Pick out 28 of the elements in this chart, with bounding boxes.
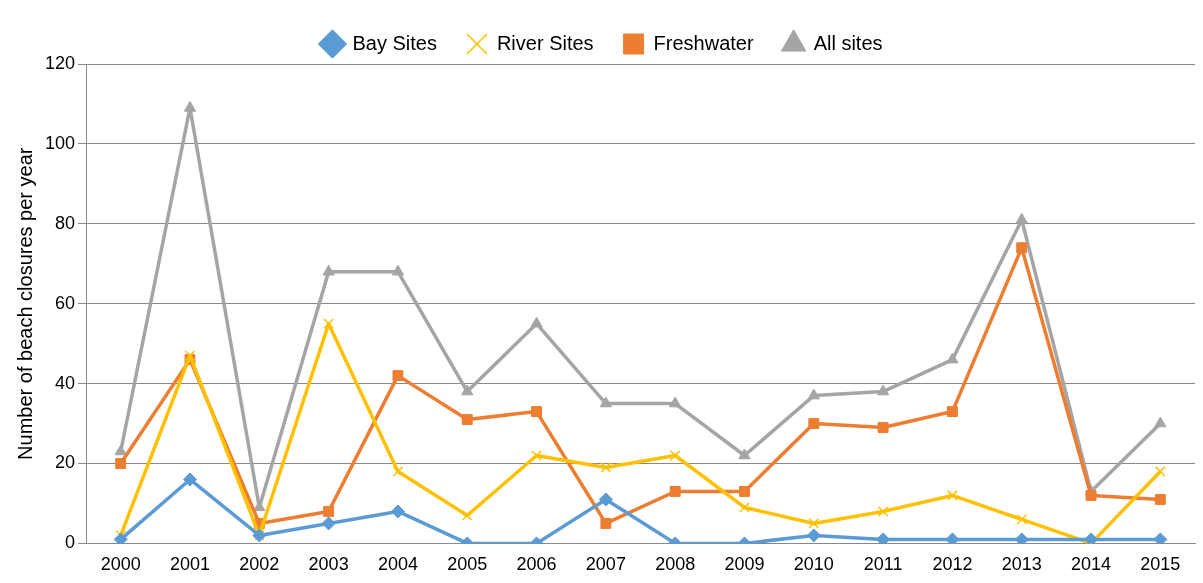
x-tick-label: 2014 <box>1071 554 1112 575</box>
x-tick-label: 2010 <box>793 554 834 575</box>
legend-label: River Sites <box>496 31 594 54</box>
y-tick-label: 60 <box>55 292 76 313</box>
x-tick-label: 2011 <box>863 554 903 575</box>
x-tick-label: 2007 <box>585 554 626 575</box>
x-tick-label: 2009 <box>724 554 765 575</box>
y-tick-label: 100 <box>44 132 76 153</box>
x-tick-label: 2012 <box>932 554 973 575</box>
y-tick-label: 120 <box>44 52 76 73</box>
y-tick-label: 40 <box>55 372 76 393</box>
x-tick-label: 2000 <box>100 554 141 575</box>
legend-label: Bay Sites <box>352 31 437 54</box>
x-tick-label: 2013 <box>1001 554 1042 575</box>
x-tick-label: 2003 <box>308 554 349 575</box>
y-tick-label: 0 <box>65 532 76 553</box>
x-tick-label: 2005 <box>447 554 488 575</box>
y-tick-label: 20 <box>55 452 76 473</box>
y-tick-label: 80 <box>55 212 76 233</box>
x-tick-label: 2001 <box>169 554 211 575</box>
x-tick-label: 2015 <box>1140 554 1181 575</box>
x-tick-label: 2004 <box>377 554 418 575</box>
legend-label: Freshwater <box>653 31 754 54</box>
x-tick-label: 2008 <box>655 554 696 575</box>
y-axis-title: Number of beach closures per year <box>13 147 36 460</box>
x-tick-label: 2006 <box>516 554 557 575</box>
legend-label: All sites <box>813 31 883 54</box>
x-tick-label: 2002 <box>239 554 280 575</box>
